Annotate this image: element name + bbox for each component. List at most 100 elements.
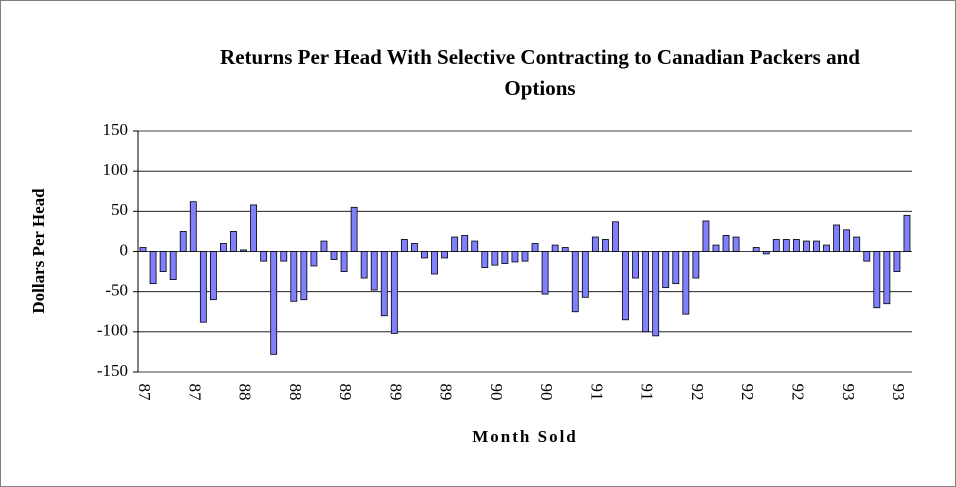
bar xyxy=(591,236,599,252)
bar xyxy=(531,243,539,252)
bar xyxy=(380,251,388,317)
bar xyxy=(421,251,428,259)
bar xyxy=(169,251,177,281)
x-tick-label: 92 xyxy=(738,384,757,401)
bar xyxy=(240,249,247,252)
bar xyxy=(561,247,569,252)
x-tick-label: 90 xyxy=(537,384,556,401)
bar xyxy=(702,220,710,252)
bar xyxy=(189,201,197,252)
x-tick-label: 89 xyxy=(386,384,405,401)
bar xyxy=(390,251,398,334)
bar xyxy=(853,236,861,252)
x-tick-label: 87 xyxy=(135,384,154,402)
bar xyxy=(360,251,368,279)
bar xyxy=(250,204,258,252)
bar xyxy=(883,251,891,305)
bar xyxy=(220,243,227,252)
bar xyxy=(260,251,268,262)
bar xyxy=(813,240,820,252)
bar xyxy=(672,251,680,285)
x-tick-label: 91 xyxy=(638,384,657,401)
bar xyxy=(330,251,338,260)
x-tick-label: 93 xyxy=(889,384,908,401)
bar xyxy=(521,251,529,262)
bar xyxy=(602,239,609,252)
bar xyxy=(300,251,308,301)
bar xyxy=(863,251,871,262)
bar xyxy=(230,231,237,252)
bar xyxy=(682,251,690,315)
bar xyxy=(551,244,559,252)
bar xyxy=(441,251,448,259)
bar xyxy=(149,251,157,285)
y-tick-label: -50 xyxy=(105,281,128,300)
x-tick-label: 91 xyxy=(587,384,606,401)
bar xyxy=(712,244,720,252)
bar xyxy=(843,229,851,252)
bar xyxy=(320,240,328,252)
bar xyxy=(370,251,378,291)
x-tick-label: 87 xyxy=(185,384,204,402)
x-tick-label: 92 xyxy=(788,384,807,401)
bar xyxy=(792,239,800,252)
bar xyxy=(491,251,499,266)
bar xyxy=(350,206,358,252)
bar xyxy=(732,236,740,252)
bar xyxy=(511,251,519,263)
bar xyxy=(642,251,650,333)
bar xyxy=(833,224,841,252)
bar xyxy=(622,251,629,321)
bar xyxy=(541,251,549,295)
bar xyxy=(772,239,780,252)
bar xyxy=(903,214,911,252)
y-tick-label: -100 xyxy=(97,321,128,340)
bar xyxy=(461,235,469,252)
bar xyxy=(451,236,459,252)
bar xyxy=(823,244,830,252)
bar xyxy=(662,251,670,289)
bar xyxy=(431,251,438,275)
bar xyxy=(159,251,167,272)
bar xyxy=(310,251,318,267)
x-tick-label: 92 xyxy=(688,384,707,401)
x-tick-label: 88 xyxy=(286,384,305,401)
chart-title: Returns Per Head With Selective Contract… xyxy=(220,45,860,100)
bar xyxy=(340,251,348,272)
bar xyxy=(400,239,408,252)
bar xyxy=(270,251,278,355)
bar xyxy=(139,247,147,252)
bar xyxy=(571,251,579,313)
bar xyxy=(652,251,660,337)
bar xyxy=(290,251,298,302)
bar xyxy=(280,251,288,262)
bar xyxy=(752,247,760,252)
bar xyxy=(501,251,509,264)
bar xyxy=(692,251,700,279)
x-tick-label: 90 xyxy=(487,384,506,401)
bar xyxy=(782,239,790,252)
y-tick-label: 50 xyxy=(111,200,128,219)
bar xyxy=(893,251,901,272)
bar xyxy=(762,251,770,255)
bar xyxy=(179,231,187,252)
x-tick-label: 89 xyxy=(336,384,355,401)
y-tick-label: 100 xyxy=(103,160,129,179)
bar xyxy=(471,240,479,252)
bar xyxy=(722,235,730,252)
y-tick-label: -150 xyxy=(97,361,128,380)
x-tick-label: 88 xyxy=(236,384,255,401)
bar xyxy=(481,251,489,268)
bar xyxy=(803,240,810,252)
bar xyxy=(873,251,881,309)
y-axis-label: Dollars Per Head xyxy=(29,188,48,314)
bar xyxy=(199,251,207,323)
y-tick-label: 150 xyxy=(103,120,129,139)
x-axis-label: Month Sold xyxy=(472,427,578,446)
x-tick-label: 93 xyxy=(839,384,858,401)
bar xyxy=(632,251,639,279)
y-tick-label: 0 xyxy=(120,240,129,259)
x-tick-label: 89 xyxy=(437,384,456,401)
